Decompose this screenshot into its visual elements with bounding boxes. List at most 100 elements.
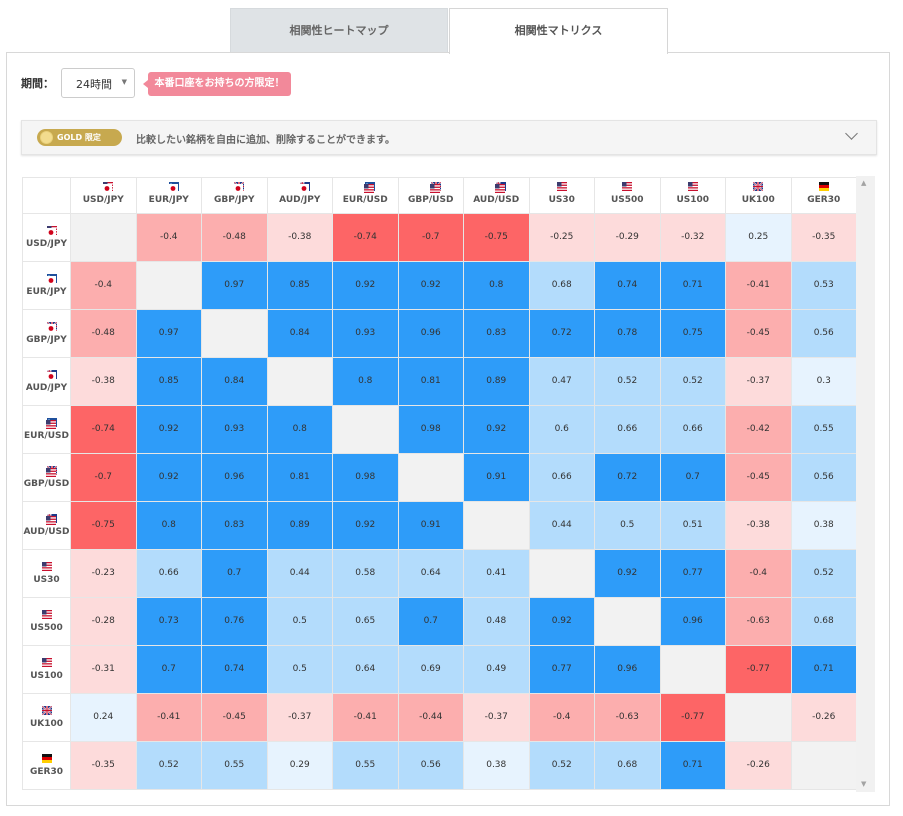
matrix-cell[interactable]: 0.8 [333,358,399,406]
matrix-cell[interactable]: 0.7 [660,454,726,502]
matrix-cell[interactable]: 0.71 [660,742,726,790]
matrix-cell[interactable]: 0.44 [529,502,595,550]
tab-matrix[interactable]: 相関性マトリクス [449,8,668,54]
matrix-cell[interactable]: 0.56 [791,310,857,358]
matrix-cell[interactable]: -0.4 [726,550,792,598]
matrix-cell[interactable]: 0.64 [333,646,399,694]
matrix-cell[interactable]: 0.91 [398,502,464,550]
matrix-cell-diagonal[interactable] [791,742,857,790]
matrix-cell[interactable]: 0.48 [464,598,530,646]
matrix-cell[interactable]: 0.97 [202,262,268,310]
vertical-scrollbar[interactable]: ▲ ▼ [856,176,875,792]
matrix-cell[interactable]: 0.55 [791,406,857,454]
matrix-cell[interactable]: 0.96 [660,598,726,646]
matrix-cell[interactable]: -0.74 [333,214,399,262]
matrix-cell[interactable]: 0.85 [136,358,202,406]
matrix-cell[interactable]: 0.96 [202,454,268,502]
matrix-cell[interactable]: 0.73 [136,598,202,646]
matrix-cell[interactable]: 0.52 [660,358,726,406]
matrix-cell[interactable]: 0.66 [136,550,202,598]
matrix-cell[interactable]: -0.37 [726,358,792,406]
matrix-cell[interactable]: 0.92 [136,406,202,454]
matrix-cell[interactable]: 0.68 [529,262,595,310]
matrix-cell[interactable]: 0.52 [136,742,202,790]
matrix-cell[interactable]: 0.5 [267,646,333,694]
matrix-cell[interactable]: 0.29 [267,742,333,790]
matrix-cell[interactable]: 0.81 [267,454,333,502]
matrix-cell[interactable]: 0.83 [202,502,268,550]
matrix-cell[interactable]: 0.3 [791,358,857,406]
matrix-cell[interactable]: -0.37 [464,694,530,742]
matrix-cell[interactable]: -0.35 [791,214,857,262]
chevron-down-icon[interactable] [845,127,858,140]
matrix-cell[interactable]: -0.48 [71,310,137,358]
matrix-cell[interactable]: 0.5 [267,598,333,646]
matrix-cell[interactable]: -0.23 [71,550,137,598]
matrix-cell[interactable]: 0.8 [136,502,202,550]
matrix-cell[interactable]: 0.74 [595,262,661,310]
matrix-cell[interactable]: 0.7 [202,550,268,598]
matrix-cell-diagonal[interactable] [202,310,268,358]
matrix-cell[interactable]: -0.32 [660,214,726,262]
matrix-cell[interactable]: -0.77 [726,646,792,694]
matrix-cell[interactable]: -0.38 [71,358,137,406]
matrix-cell[interactable]: 0.92 [136,454,202,502]
matrix-cell[interactable]: 0.58 [333,550,399,598]
matrix-cell[interactable]: -0.45 [202,694,268,742]
matrix-cell[interactable]: 0.92 [529,598,595,646]
matrix-cell-diagonal[interactable] [267,358,333,406]
matrix-cell[interactable]: -0.37 [267,694,333,742]
matrix-cell[interactable]: 0.93 [202,406,268,454]
matrix-cell[interactable]: 0.52 [529,742,595,790]
matrix-cell[interactable]: -0.41 [333,694,399,742]
matrix-cell[interactable]: 0.96 [398,310,464,358]
matrix-cell[interactable]: -0.26 [791,694,857,742]
matrix-cell-diagonal[interactable] [464,502,530,550]
matrix-cell-diagonal[interactable] [529,550,595,598]
matrix-cell[interactable]: -0.35 [71,742,137,790]
period-select[interactable]: 24時間 ▼ [61,68,135,98]
matrix-cell[interactable]: -0.28 [71,598,137,646]
matrix-cell[interactable]: -0.4 [136,214,202,262]
matrix-cell[interactable]: -0.77 [660,694,726,742]
scroll-down-icon[interactable]: ▼ [861,780,867,788]
matrix-cell[interactable]: -0.63 [595,694,661,742]
matrix-cell[interactable]: 0.55 [333,742,399,790]
matrix-cell[interactable]: 0.47 [529,358,595,406]
matrix-cell[interactable]: 0.38 [791,502,857,550]
matrix-cell[interactable]: 0.66 [660,406,726,454]
matrix-cell[interactable]: 0.68 [595,742,661,790]
matrix-cell-diagonal[interactable] [726,694,792,742]
matrix-cell[interactable]: -0.31 [71,646,137,694]
matrix-cell[interactable]: -0.75 [464,214,530,262]
matrix-cell[interactable]: 0.98 [398,406,464,454]
matrix-cell[interactable]: 0.84 [267,310,333,358]
matrix-cell[interactable]: 0.6 [529,406,595,454]
matrix-cell[interactable]: 0.72 [529,310,595,358]
matrix-cell[interactable]: 0.53 [791,262,857,310]
matrix-cell[interactable]: 0.51 [660,502,726,550]
matrix-cell[interactable]: 0.71 [660,262,726,310]
matrix-cell[interactable]: -0.41 [726,262,792,310]
matrix-cell[interactable]: 0.72 [595,454,661,502]
matrix-cell[interactable]: 0.74 [202,646,268,694]
matrix-cell[interactable]: -0.74 [71,406,137,454]
matrix-cell[interactable]: 0.96 [595,646,661,694]
matrix-cell-diagonal[interactable] [595,598,661,646]
matrix-cell-diagonal[interactable] [71,214,137,262]
gold-feature-bar[interactable]: GOLD 限定 比較したい銘柄を自由に追加、削除することができます。 [21,120,877,155]
matrix-cell[interactable]: -0.44 [398,694,464,742]
scroll-up-icon[interactable]: ▲ [861,179,867,187]
matrix-cell[interactable]: 0.65 [333,598,399,646]
matrix-cell[interactable]: 0.8 [267,406,333,454]
matrix-cell[interactable]: -0.7 [398,214,464,262]
matrix-cell[interactable]: 0.75 [660,310,726,358]
matrix-cell-diagonal[interactable] [660,646,726,694]
matrix-cell[interactable]: 0.89 [464,358,530,406]
matrix-cell[interactable]: 0.97 [136,310,202,358]
matrix-cell[interactable]: -0.29 [595,214,661,262]
matrix-cell-diagonal[interactable] [333,406,399,454]
tab-heatmap[interactable]: 相関性ヒートマップ [230,8,448,53]
matrix-cell[interactable]: 0.92 [333,262,399,310]
matrix-cell[interactable]: -0.7 [71,454,137,502]
